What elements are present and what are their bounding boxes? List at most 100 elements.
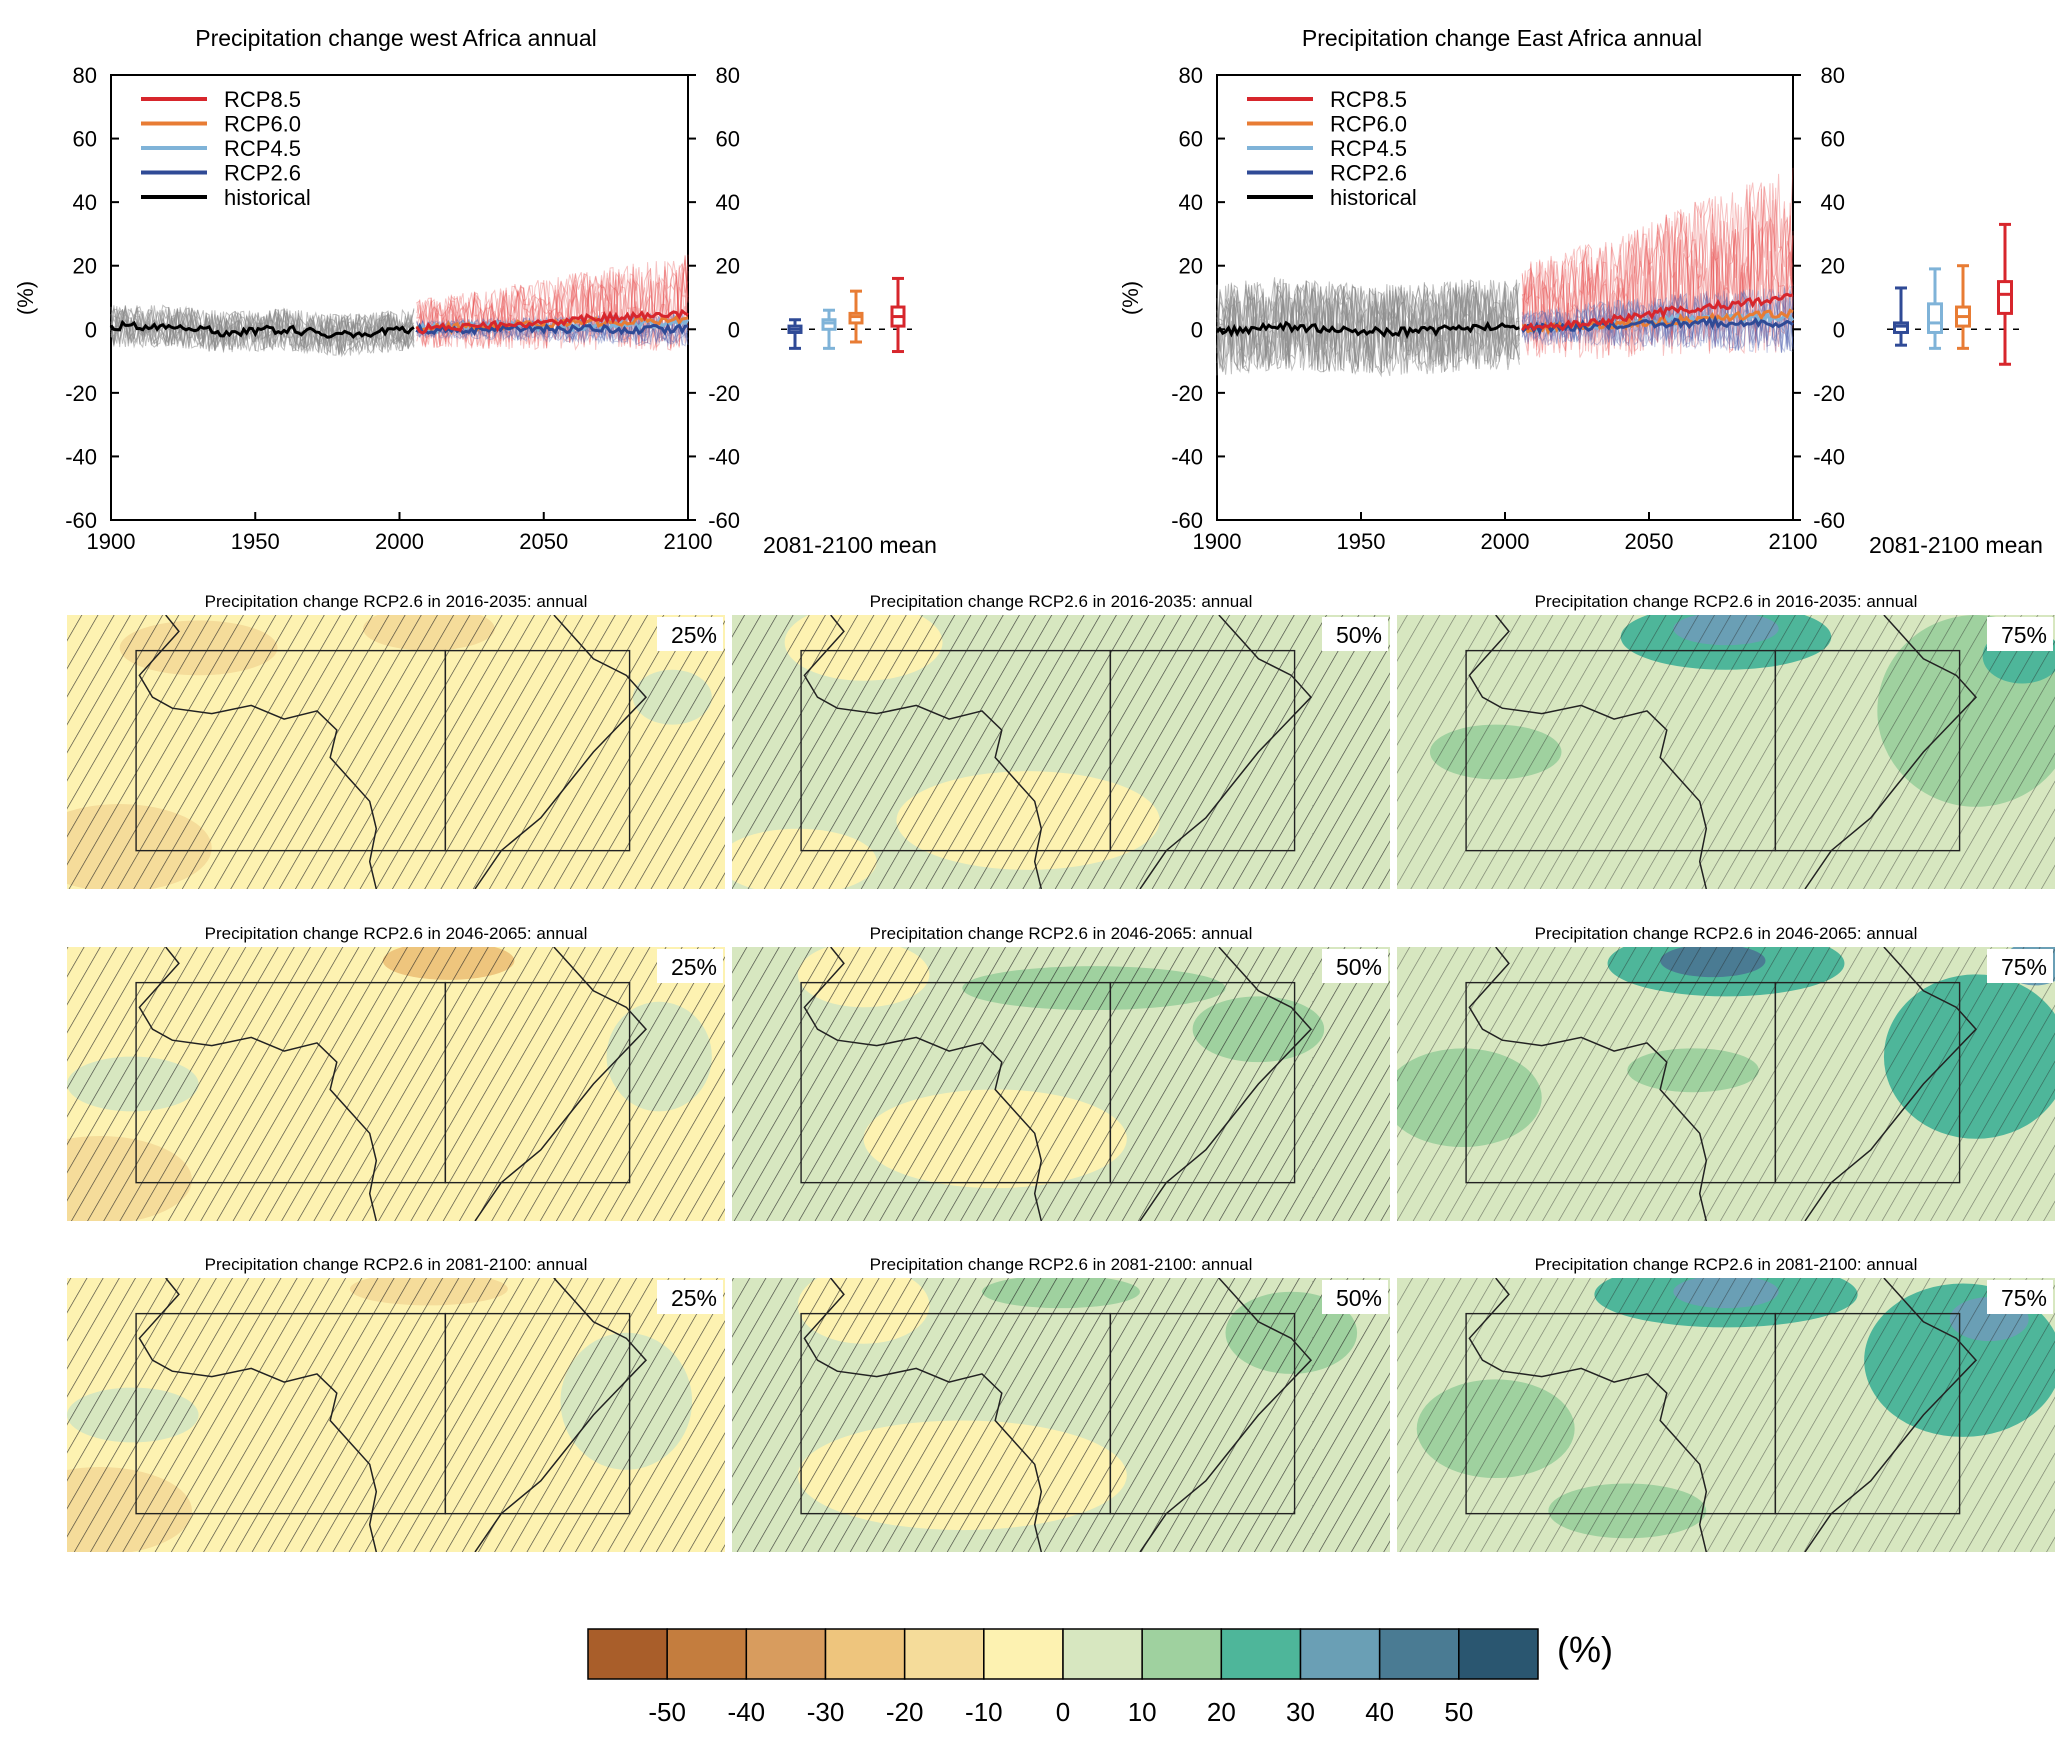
percentile-badge-bg — [1322, 1280, 1388, 1314]
map-coastline — [803, 947, 1043, 1221]
map-coastline — [1468, 947, 1708, 1221]
ts-panel-east: Precipitation change East Africa annual … — [1118, 25, 2043, 558]
ensemble-member-rcp8.5 — [416, 254, 689, 351]
y-tick-label: 40 — [1179, 190, 1203, 215]
x-tick-label: 2000 — [375, 529, 424, 554]
y-right-tick-label: 0 — [728, 317, 740, 342]
colorbar-tick-label: -20 — [886, 1697, 924, 1727]
map-fill — [732, 947, 1390, 1221]
map-hatching — [1397, 615, 2055, 889]
colorbar-swatch — [666, 1628, 748, 1680]
map-coastline — [474, 615, 648, 889]
map-coastline — [474, 1278, 648, 1552]
map-fill — [1397, 1278, 2055, 1552]
ensemble-member-rcp8.5 — [1521, 189, 1794, 354]
y-tick-label: 20 — [1179, 254, 1203, 279]
ensemble-member-rcp8.5 — [1521, 199, 1794, 356]
percentile-badge-bg — [1322, 617, 1388, 651]
legend-label: RCP2.6 — [224, 161, 301, 186]
percentile-badge-bg — [657, 949, 723, 983]
y-tick-label: 20 — [73, 254, 97, 279]
legend-label: RCP8.5 — [224, 87, 301, 112]
colorbar-swatch — [587, 1628, 668, 1680]
ensemble-member-rcp8.5 — [1521, 182, 1794, 355]
x-tick-label: 1900 — [1193, 529, 1242, 554]
map-fill — [67, 615, 725, 889]
colorbar-tick-label: 50 — [1444, 1697, 1473, 1727]
percentile-badge-bg — [1987, 1280, 2053, 1314]
ensemble-member-rcp2.6 — [1521, 288, 1794, 353]
percentile-badge-bg — [657, 617, 723, 651]
legend-label: historical — [224, 185, 311, 210]
map-hatching — [1397, 1278, 2055, 1552]
map-fill — [1397, 615, 2055, 889]
ts-east-lines — [1215, 292, 1795, 340]
region-box-east — [1109, 1312, 1296, 1515]
map-hatching — [67, 947, 725, 1221]
ts-ylabel-west: (%) — [13, 281, 38, 315]
colorbar-tick-label: 30 — [1286, 1697, 1315, 1727]
ensemble-member-rcp8.5 — [1521, 184, 1794, 357]
y-right-tick-label: 60 — [716, 127, 740, 152]
map-fill — [1397, 947, 2055, 1221]
mean-line-historical — [1215, 320, 1520, 340]
ensemble-member-rcp2.6 — [1521, 291, 1794, 353]
map-grid: Precipitation change RCP2.6 in 2016-2035… — [67, 592, 2055, 1552]
map-coastline — [1804, 947, 1978, 1221]
map-hatching — [67, 615, 725, 889]
percentile-badge-bg — [1322, 949, 1388, 983]
colorbar-tick-label: 20 — [1207, 1697, 1236, 1727]
region-box-east — [444, 1312, 631, 1515]
colorbar-unit: (%) — [1557, 1629, 1613, 1670]
x-tick-label: 1950 — [231, 529, 280, 554]
mean-line-historical — [109, 319, 415, 340]
mean-line-rcp2.6 — [1521, 314, 1794, 336]
colorbar-swatch — [1062, 1628, 1143, 1680]
ts-west-bands — [110, 254, 689, 358]
colorbar-swatch — [1220, 1628, 1302, 1680]
map-panel: Precipitation change RCP2.6 in 2046-2065… — [732, 924, 1390, 1221]
map-coastline — [1468, 1278, 1708, 1552]
percentile-badge: 25% — [671, 1285, 717, 1311]
colorbar-tick-label: -40 — [728, 1697, 766, 1727]
map-coastline — [138, 1278, 378, 1552]
region-box-east — [1109, 981, 1296, 1184]
map-panel: Precipitation change RCP2.6 in 2046-2065… — [67, 924, 725, 1221]
y-right-tick-label: -20 — [708, 381, 740, 406]
map-title: Precipitation change RCP2.6 in 2046-2065… — [205, 924, 588, 943]
colorbar-swatch — [745, 1628, 827, 1680]
y-tick-label: 0 — [1191, 317, 1203, 342]
boxplot-box — [1893, 321, 1909, 334]
map-coastline — [138, 947, 378, 1221]
colorbar-swatch — [1299, 1628, 1381, 1680]
colorbar-tick-label: 40 — [1365, 1697, 1394, 1727]
y-tick-label: -40 — [1171, 444, 1203, 469]
x-tick-label: 2000 — [1481, 529, 1530, 554]
map-coastline — [803, 1278, 1043, 1552]
x-tick-label: 2100 — [664, 529, 713, 554]
percentile-badge: 50% — [1336, 954, 1382, 980]
y-right-tick-label: -40 — [708, 444, 740, 469]
y-tick-label: 80 — [73, 63, 97, 88]
map-panel: Precipitation change RCP2.6 in 2081-2100… — [67, 1255, 725, 1552]
ts-title-east: Precipitation change East Africa annual — [1302, 25, 1702, 51]
legend-label: RCP4.5 — [224, 136, 301, 161]
y-tick-label: -60 — [65, 508, 97, 533]
region-box-east — [1774, 1312, 1961, 1515]
map-coastline — [1468, 615, 1708, 889]
y-right-tick-label: 80 — [716, 63, 740, 88]
percentile-badge: 50% — [1336, 622, 1382, 648]
map-title: Precipitation change RCP2.6 in 2016-2035… — [870, 592, 1253, 611]
y-right-tick-label: -60 — [1813, 508, 1845, 533]
y-tick-label: -40 — [65, 444, 97, 469]
mean-line-rcp8.5 — [1521, 292, 1794, 332]
colorbar-swatch — [1458, 1628, 1539, 1680]
map-title: Precipitation change RCP2.6 in 2016-2035… — [1535, 592, 1918, 611]
percentile-badge: 25% — [671, 954, 717, 980]
y-tick-label: -20 — [65, 381, 97, 406]
y-right-tick-label: 40 — [1821, 190, 1845, 215]
map-hatching — [732, 615, 1390, 889]
x-tick-label: 1950 — [1337, 529, 1386, 554]
ensemble-member-rcp2.6 — [416, 313, 689, 345]
